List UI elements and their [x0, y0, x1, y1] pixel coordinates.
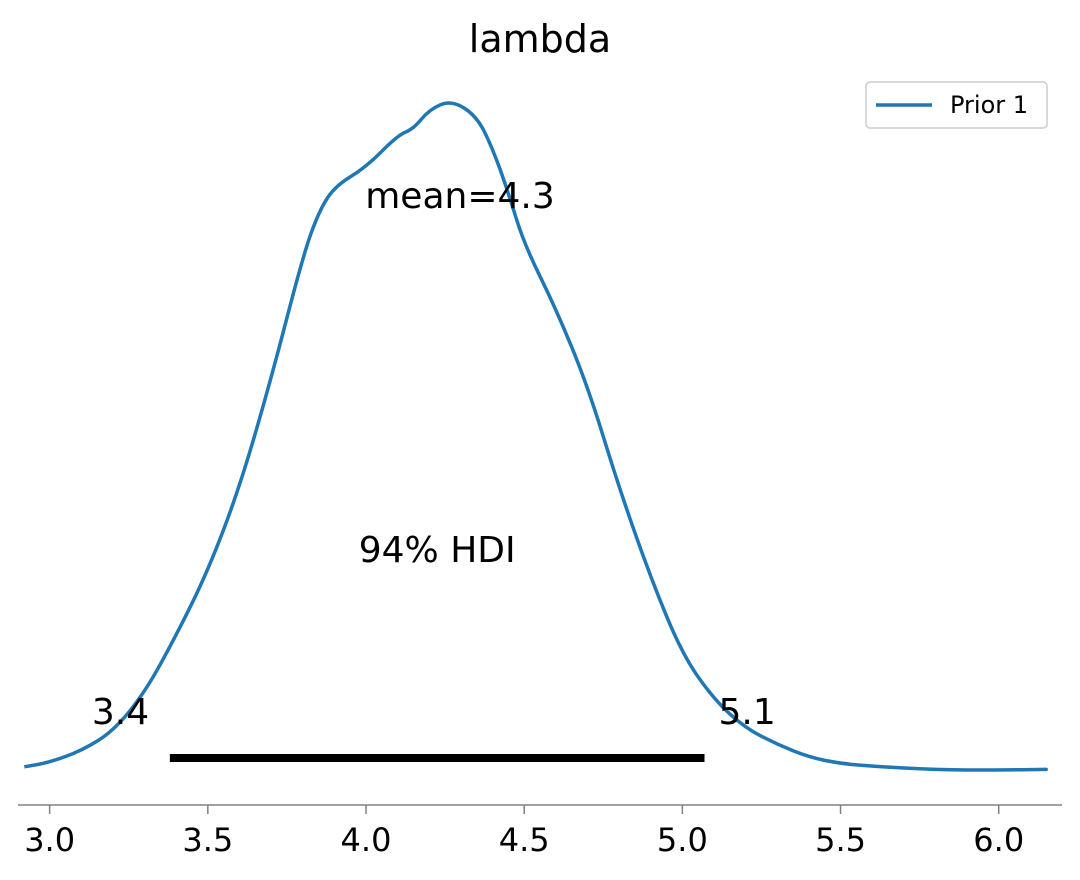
x-tick-label: 5.5 — [815, 821, 866, 859]
x-ticks: 3.0 3.5 4.0 4.5 5.0 5.5 6.0 — [24, 805, 1024, 859]
legend: Prior 1 — [865, 81, 1048, 129]
density-line — [24, 101, 1048, 772]
hdi-high-label: 5.1 — [719, 692, 776, 733]
hdi-label: 94% HDI — [359, 530, 516, 571]
x-tick-label: 4.5 — [499, 821, 550, 859]
chart-title: lambda — [469, 17, 611, 61]
plot-area: 3.4 5.1 94% HDI mean=4.3 — [24, 101, 1048, 772]
mean-label: mean=4.3 — [365, 176, 555, 217]
x-tick-label: 5.0 — [657, 821, 708, 859]
x-tick-label: 6.0 — [973, 821, 1024, 859]
legend-frame — [865, 81, 1048, 129]
x-tick-label: 3.5 — [182, 821, 233, 859]
x-tick-label: 4.0 — [341, 821, 392, 859]
x-axis: 3.0 3.5 4.0 4.5 5.0 5.5 6.0 — [18, 804, 1062, 859]
legend-label-prior-1: Prior 1 — [950, 91, 1028, 119]
hdi-low-label: 3.4 — [92, 692, 149, 733]
x-tick-label: 3.0 — [24, 821, 75, 859]
